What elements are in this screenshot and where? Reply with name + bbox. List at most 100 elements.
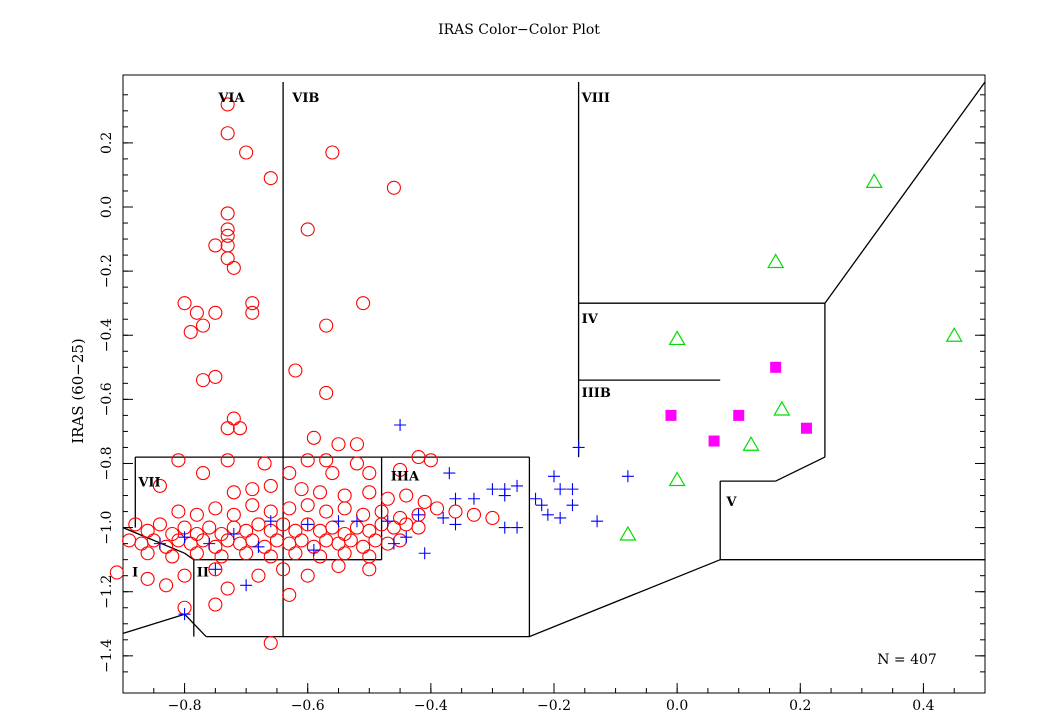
point-circle bbox=[294, 482, 309, 497]
point-circle bbox=[362, 466, 377, 481]
point-circle bbox=[165, 549, 180, 564]
point-circle bbox=[417, 494, 432, 510]
point-triangle bbox=[668, 471, 686, 487]
y-tick-label: −0.6 bbox=[99, 382, 115, 416]
region-label: IIIA bbox=[391, 469, 420, 484]
point-square bbox=[733, 409, 745, 421]
point-circle bbox=[109, 565, 124, 580]
y-tick-label: −1.0 bbox=[99, 511, 115, 545]
point-circle bbox=[276, 562, 291, 577]
y-tick-label: −1.2 bbox=[99, 575, 115, 609]
point-plus bbox=[449, 518, 462, 531]
point-circle bbox=[331, 536, 346, 551]
point-circle bbox=[331, 437, 346, 452]
point-circle bbox=[386, 520, 401, 535]
point-circle bbox=[220, 206, 235, 221]
point-square bbox=[770, 361, 782, 373]
region-boundary bbox=[122, 613, 185, 635]
point-plus bbox=[178, 608, 191, 621]
region-boundary bbox=[529, 559, 721, 638]
point-circle bbox=[220, 251, 235, 266]
point-circle bbox=[177, 568, 192, 583]
chart-title: IRAS Color−Color Plot bbox=[438, 22, 600, 38]
point-circle bbox=[128, 517, 143, 532]
point-plus bbox=[443, 467, 456, 480]
point-circle bbox=[331, 559, 346, 574]
x-tick-label: 0.2 bbox=[789, 698, 811, 713]
region-label: VIII bbox=[581, 91, 610, 106]
point-circle bbox=[362, 485, 377, 500]
point-plus bbox=[449, 492, 462, 505]
point-plus bbox=[535, 499, 548, 512]
point-plus bbox=[400, 531, 413, 544]
point-circle bbox=[466, 507, 482, 522]
point-plus bbox=[554, 511, 567, 524]
point-circle bbox=[411, 520, 426, 535]
point-circle bbox=[220, 97, 235, 112]
point-circle bbox=[220, 222, 235, 237]
point-circle bbox=[399, 488, 414, 503]
region-label: VII bbox=[137, 476, 160, 491]
point-circle bbox=[448, 504, 463, 519]
point-circle bbox=[232, 421, 248, 436]
point-circle bbox=[257, 456, 272, 471]
point-circle bbox=[140, 571, 155, 586]
point-circle bbox=[276, 517, 291, 532]
point-plus bbox=[529, 492, 542, 505]
point-circle bbox=[220, 581, 235, 596]
point-circle bbox=[140, 523, 155, 538]
region-boundary bbox=[184, 613, 207, 638]
point-circle bbox=[325, 145, 340, 160]
y-axis: 0.2 0.0 −0.2 −0.4 −0.6 −0.8 −1.0 −1.2 −1.4 bbox=[99, 94, 985, 673]
point-circle bbox=[485, 510, 500, 526]
region-label: VIA bbox=[217, 91, 245, 106]
point-circle bbox=[171, 453, 186, 468]
y-tick-label: −1.4 bbox=[99, 639, 115, 673]
x-tick-label: −0.6 bbox=[291, 698, 325, 713]
point-circle bbox=[362, 549, 377, 564]
point-circle bbox=[208, 501, 223, 516]
x-tick-label: 0.0 bbox=[666, 698, 688, 713]
point-circle bbox=[337, 488, 352, 503]
point-circle bbox=[195, 318, 211, 333]
point-circle bbox=[393, 462, 408, 477]
point-circle bbox=[349, 437, 365, 452]
point-circle bbox=[251, 517, 266, 532]
point-circle bbox=[294, 533, 309, 548]
point-plus bbox=[467, 492, 480, 505]
point-plus bbox=[153, 537, 166, 550]
point-plus bbox=[412, 508, 425, 521]
point-circle bbox=[312, 485, 328, 500]
x-tick-label: −0.8 bbox=[168, 698, 202, 713]
point-plus bbox=[591, 515, 604, 528]
y-tick-label: −0.8 bbox=[99, 446, 115, 480]
point-plus bbox=[387, 537, 400, 550]
point-circle bbox=[159, 578, 174, 593]
point-triangle bbox=[668, 330, 686, 346]
point-circle bbox=[300, 222, 315, 237]
point-triangle bbox=[619, 525, 637, 541]
point-plus bbox=[381, 515, 394, 528]
point-circle bbox=[356, 296, 371, 311]
point-circle bbox=[177, 296, 192, 311]
point-circle bbox=[239, 145, 254, 160]
region-boundary bbox=[122, 526, 185, 554]
point-circle bbox=[319, 453, 334, 468]
point-circle bbox=[183, 536, 198, 551]
point-circle bbox=[319, 318, 334, 333]
point-circle bbox=[319, 533, 334, 548]
point-circle bbox=[152, 478, 167, 493]
point-circle bbox=[214, 549, 229, 564]
point-circle bbox=[245, 305, 260, 320]
point-plus bbox=[203, 537, 216, 550]
point-plus bbox=[332, 515, 345, 528]
point-circle bbox=[208, 305, 223, 320]
region-label: II bbox=[197, 565, 209, 580]
point-plus bbox=[572, 441, 585, 454]
data-points bbox=[109, 97, 963, 651]
point-circle bbox=[282, 501, 297, 516]
y-axis-label: IRAS (60−25) bbox=[69, 338, 87, 444]
point-plus bbox=[394, 419, 407, 432]
point-circle bbox=[152, 517, 167, 532]
